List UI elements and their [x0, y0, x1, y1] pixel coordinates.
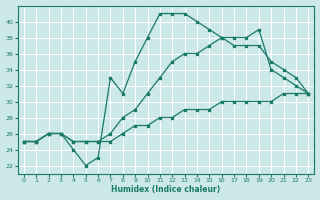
X-axis label: Humidex (Indice chaleur): Humidex (Indice chaleur) — [111, 185, 221, 194]
